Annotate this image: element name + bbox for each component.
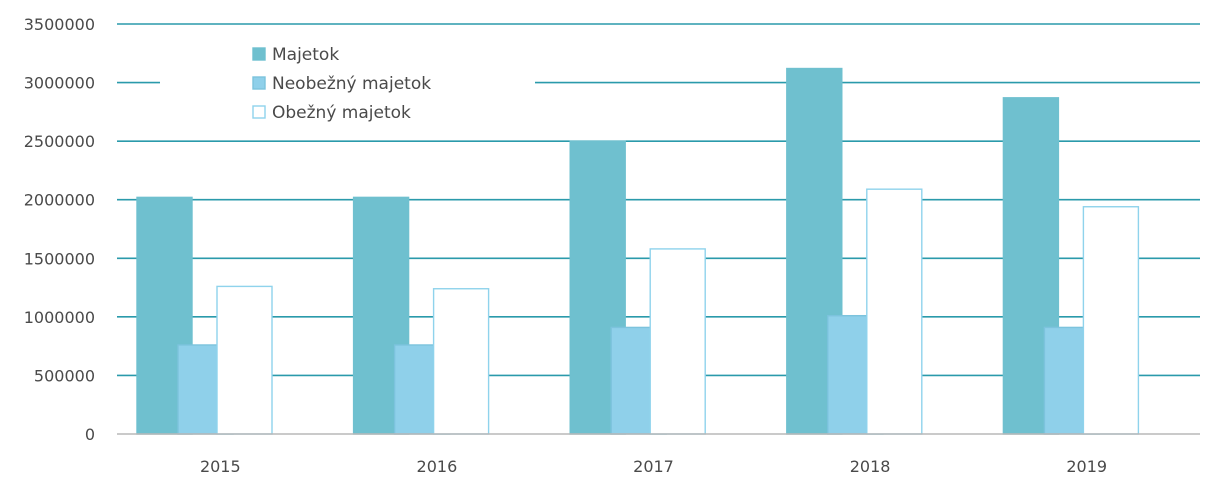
bar-obe-n-majetok-2019 [1082, 206, 1140, 435]
legend-background [160, 36, 535, 132]
legend: Majetok Neobežný majetok Obežný majetok [160, 36, 535, 132]
y-tick-label: 1000000 [24, 308, 95, 327]
y-tick-label: 3000000 [24, 74, 95, 93]
y-tick-label: 0 [85, 425, 95, 444]
y-tick-label: 2500000 [24, 132, 95, 151]
legend-label: Majetok [272, 45, 339, 65]
bar-obe-n-majetok-2015 [216, 285, 273, 435]
x-tick-label: 2015 [200, 457, 241, 476]
legend-swatch [252, 105, 266, 119]
legend-swatch [252, 47, 266, 61]
bars [136, 67, 1140, 435]
bar-majetok-2018 [786, 67, 843, 435]
x-tick-label: 2017 [633, 457, 674, 476]
axes: 0 500000 1000000 1500000 2000000 2500000 30000… [24, 15, 1200, 476]
y-tick-label: 1500000 [24, 249, 95, 268]
legend-label: Obežný majetok [272, 103, 411, 123]
legend-label: Neobežný majetok [272, 74, 431, 94]
y-tick-label: 500000 [34, 366, 95, 385]
x-tick-label: 2019 [1066, 457, 1107, 476]
x-tick-label: 2018 [850, 457, 891, 476]
y-tick-label: 3500000 [24, 15, 95, 34]
bar-obe-n-majetok-2017 [649, 248, 706, 435]
bar-obe-n-majetok-2018 [866, 188, 923, 435]
legend-swatch [252, 76, 266, 90]
bar-obe-n-majetok-2016 [432, 288, 490, 435]
x-tick-label: 2016 [417, 457, 458, 476]
y-tick-label: 2000000 [24, 191, 95, 210]
